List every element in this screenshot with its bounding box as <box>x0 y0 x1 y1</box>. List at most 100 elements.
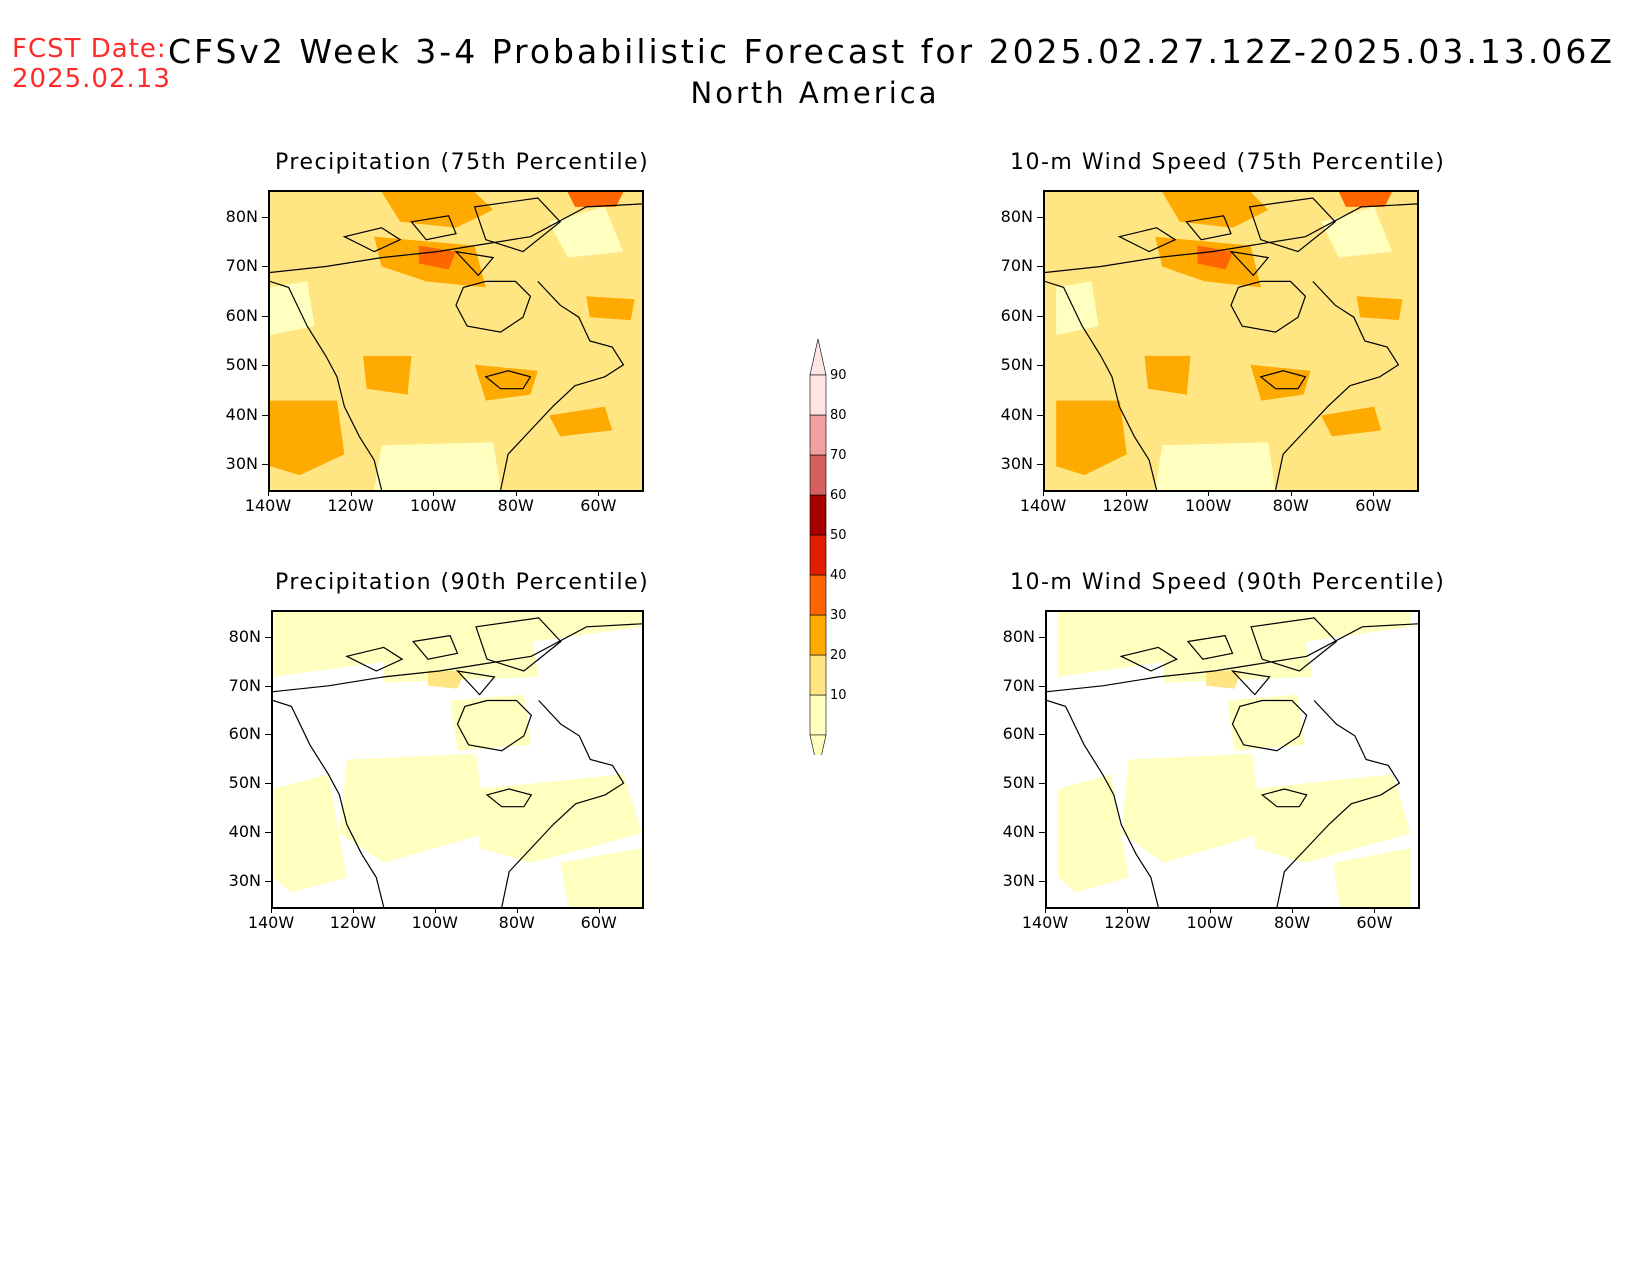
map-shading <box>273 612 642 907</box>
colorbar-segment <box>809 694 827 736</box>
colorbar-segment <box>809 574 827 616</box>
lat-tick <box>1039 734 1045 736</box>
arctic-island <box>1229 250 1270 277</box>
lat-tick <box>265 685 271 687</box>
lon-tick <box>434 907 436 913</box>
shading-region <box>1197 245 1233 270</box>
lat-tick-label: 80N <box>228 626 261 646</box>
lon-tick <box>598 490 600 496</box>
lat-tick <box>1037 414 1043 416</box>
colorbar-label: 90 <box>830 368 847 383</box>
lat-tick-label: 80N <box>1000 206 1033 226</box>
main-title: CFSv2 Week 3-4 Probabilistic Forecast fo… <box>168 32 1615 71</box>
lon-tick-label: 120W <box>1104 913 1151 932</box>
arctic-coastline <box>273 623 642 693</box>
colorbar-top-cap <box>809 338 827 376</box>
west-coastline <box>273 699 385 907</box>
colorbar-bottom-cap <box>809 734 827 772</box>
shading-region <box>474 364 538 401</box>
colorbar-segment <box>809 534 827 576</box>
lon-tick-label: 140W <box>244 496 292 515</box>
lon-tick <box>598 907 600 913</box>
lat-tick <box>1037 365 1043 367</box>
map-shading <box>270 192 642 490</box>
fcst-date-label: FCST Date: <box>12 34 167 64</box>
shading-region <box>1121 753 1263 863</box>
lat-tick-label: 70N <box>1002 675 1035 695</box>
lon-tick-label: 80W <box>1272 496 1309 515</box>
east-coastline <box>500 280 625 490</box>
colorbar-segment <box>809 614 827 656</box>
panel-title: Precipitation (75th Percentile) <box>275 150 650 175</box>
map-frame <box>268 190 644 492</box>
lon-tick <box>1127 907 1129 913</box>
colorbar-label: 50 <box>830 528 847 543</box>
arctic-island <box>1117 227 1177 253</box>
lat-tick-label: 30N <box>225 454 258 474</box>
lat-tick <box>1039 636 1045 638</box>
lat-tick-label: 30N <box>228 871 261 891</box>
shading-region <box>549 206 624 258</box>
colorbar-label: 40 <box>830 568 847 583</box>
lat-tick-label: 50N <box>225 355 258 375</box>
arctic-island <box>345 646 404 672</box>
fcst-date-block: FCST Date: 2025.02.13 <box>12 34 171 94</box>
lon-tick-label: 80W <box>1273 913 1311 932</box>
west-coastline <box>1047 699 1159 907</box>
arctic-island <box>1230 670 1271 696</box>
colorbar: 10 20 30 40 50 60 70 80 90 <box>808 335 878 772</box>
shading-region <box>1333 848 1411 907</box>
shading-region <box>273 774 347 893</box>
colorbar-label: 60 <box>830 488 847 503</box>
map-frame <box>1043 190 1419 492</box>
lat-tick-label: 50N <box>228 773 261 793</box>
arctic-island <box>1119 646 1179 672</box>
east-coastline <box>1276 700 1401 907</box>
hudson-bay <box>456 699 532 752</box>
colorbar-segment <box>809 454 827 496</box>
map-shading <box>1047 612 1418 907</box>
shading-region <box>381 192 494 228</box>
colorbar-segment <box>809 414 827 456</box>
lon-tick <box>1290 490 1292 496</box>
lon-tick-label: 140W <box>1019 496 1067 515</box>
shading-region <box>1338 192 1392 207</box>
lon-tick-label: 80W <box>498 913 535 932</box>
shading-region <box>1321 206 1392 258</box>
west-coastline <box>270 280 383 490</box>
shading-region <box>270 281 315 335</box>
lat-tick-label: 80N <box>225 206 258 226</box>
shading-region <box>1144 355 1191 395</box>
arctic-coastline <box>1045 203 1417 274</box>
lon-tick-label: 120W <box>327 496 374 515</box>
lat-tick-label: 80N <box>1002 626 1035 646</box>
arctic-island <box>475 617 562 672</box>
lat-tick <box>265 734 271 736</box>
colorbar-svg: 10 20 30 40 50 60 70 80 90 <box>809 338 847 772</box>
arctic-island <box>473 197 562 253</box>
shading-region <box>374 442 501 490</box>
lat-tick <box>1037 315 1043 317</box>
lon-tick-label: 60W <box>580 913 617 932</box>
lat-tick-label: 70N <box>1000 256 1033 276</box>
lat-tick-label: 60N <box>228 724 261 744</box>
lon-tick-label: 60W <box>1356 913 1393 932</box>
map-frame <box>271 610 644 909</box>
great-lakes <box>1260 788 1308 808</box>
panel-title: 10-m Wind Speed (75th Percentile) <box>1010 150 1446 175</box>
lat-tick <box>265 636 271 638</box>
shading-region <box>1252 774 1411 863</box>
lat-tick-label: 70N <box>225 256 258 276</box>
arctic-island <box>412 634 459 660</box>
lon-tick <box>271 907 272 913</box>
lat-tick <box>1039 881 1045 883</box>
shading-region <box>339 753 487 863</box>
shading-region <box>567 192 624 207</box>
shading-region <box>1163 635 1312 683</box>
shading-region <box>1056 400 1127 476</box>
lat-tick <box>262 315 268 317</box>
panel-title: Precipitation (90th Percentile) <box>275 570 650 595</box>
great-lakes <box>485 788 533 808</box>
lon-tick-label: 60W <box>580 496 617 515</box>
shading-region <box>586 296 635 321</box>
